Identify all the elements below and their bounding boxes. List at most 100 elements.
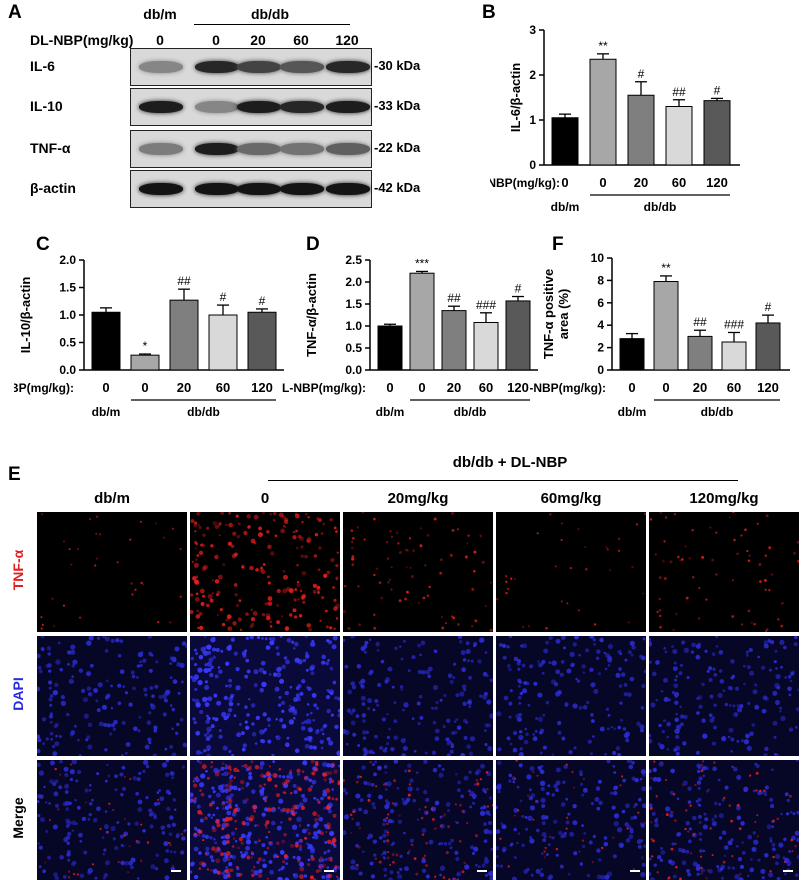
nucleus (402, 745, 408, 751)
nucleus (509, 689, 513, 693)
nucleus (384, 747, 388, 750)
dapi-bg (343, 636, 493, 756)
nucleus (218, 734, 223, 739)
tnf-signal (291, 812, 296, 817)
tnf-signal (248, 817, 253, 822)
tnf-signal (684, 827, 687, 831)
nucleus (736, 704, 740, 708)
nucleus (682, 780, 688, 786)
nucleus (743, 786, 749, 792)
nucleus (691, 642, 696, 648)
nucleus (105, 830, 109, 834)
nucleus (269, 869, 275, 875)
nucleus (797, 688, 799, 692)
nucleus (603, 841, 609, 847)
tnf-signal (135, 840, 138, 843)
nucleus (440, 841, 444, 846)
tnf-signal (405, 566, 408, 569)
tnf-signal (387, 813, 390, 816)
nucleus (687, 800, 692, 804)
nucleus (572, 642, 578, 647)
nucleus (405, 797, 411, 803)
tnf-signal (694, 783, 697, 787)
tnf-signal (268, 830, 271, 834)
nucleus (455, 718, 459, 721)
nucleus (70, 644, 76, 650)
nucleus (334, 724, 339, 730)
nucleus (190, 798, 194, 803)
tnf-signal (741, 623, 744, 626)
nucleus (728, 703, 732, 707)
tnf-signal (237, 522, 241, 526)
tnf-signal (194, 558, 198, 562)
tnf-signal (781, 601, 784, 605)
category-label: 60 (479, 380, 493, 395)
nucleus (424, 751, 428, 755)
nucleus (158, 695, 163, 699)
tnf-signal (235, 603, 240, 608)
tnf-signal (329, 858, 333, 862)
tnf-signal (367, 798, 371, 802)
nucleus (721, 830, 727, 835)
tnf-signal (791, 849, 794, 852)
nucleus (41, 717, 47, 722)
nucleus (324, 858, 328, 861)
nucleus (209, 855, 214, 859)
nucleus (473, 641, 478, 647)
nucleus (606, 760, 611, 764)
nucleus (715, 645, 719, 648)
nucleus (74, 724, 77, 728)
tnf-signal (129, 538, 132, 541)
tnf-signal (278, 767, 282, 771)
tnf-signal (390, 588, 393, 591)
nucleus (292, 873, 296, 877)
bar (473, 321, 499, 371)
nucleus (93, 688, 99, 693)
tnf-signal (214, 771, 220, 777)
tnf-signal (591, 860, 594, 864)
nucleus (462, 701, 467, 706)
nucleus (361, 765, 366, 770)
nucleus (751, 846, 757, 852)
tnf-signal (265, 795, 269, 799)
tnf-signal (560, 538, 563, 541)
nucleus (400, 688, 404, 691)
tnf-signal (679, 877, 682, 880)
tnf-signal (216, 823, 221, 828)
nucleus (446, 753, 451, 756)
nucleus (400, 657, 404, 661)
nucleus (508, 715, 512, 719)
nucleus (105, 860, 110, 866)
nucleus (194, 687, 198, 691)
nucleus (367, 698, 373, 704)
nucleus (506, 736, 511, 741)
tnf-signal (297, 534, 302, 539)
tnf-signal (476, 782, 480, 786)
nucleus (769, 839, 773, 843)
nucleus (51, 744, 56, 749)
nucleus (761, 876, 765, 880)
tnf-signal (335, 564, 339, 568)
wb-band (237, 183, 281, 195)
tnf-signal (330, 762, 336, 767)
tnf-signal (554, 565, 557, 568)
nucleus (732, 766, 738, 772)
nucleus (329, 666, 334, 671)
nucleus (382, 833, 387, 838)
nucleus (271, 820, 276, 826)
nucleus (135, 791, 140, 796)
nucleus (134, 821, 139, 826)
tnf-signal (650, 821, 653, 824)
nucleus (503, 695, 509, 701)
tnf-signal (195, 597, 200, 602)
nucleus (203, 733, 208, 737)
tnf-signal (193, 562, 199, 568)
tnf-signal (515, 760, 518, 762)
if-column-title: 120mg/kg (689, 490, 759, 507)
bar-chart-il10: 0.00.51.01.52.0IL-10/β-actin0*0##20#60#1… (14, 253, 284, 419)
nucleus (486, 723, 491, 728)
nucleus (660, 847, 663, 850)
tnf-signal (380, 596, 384, 600)
nucleus (95, 699, 99, 703)
tnf-signal (652, 839, 655, 843)
